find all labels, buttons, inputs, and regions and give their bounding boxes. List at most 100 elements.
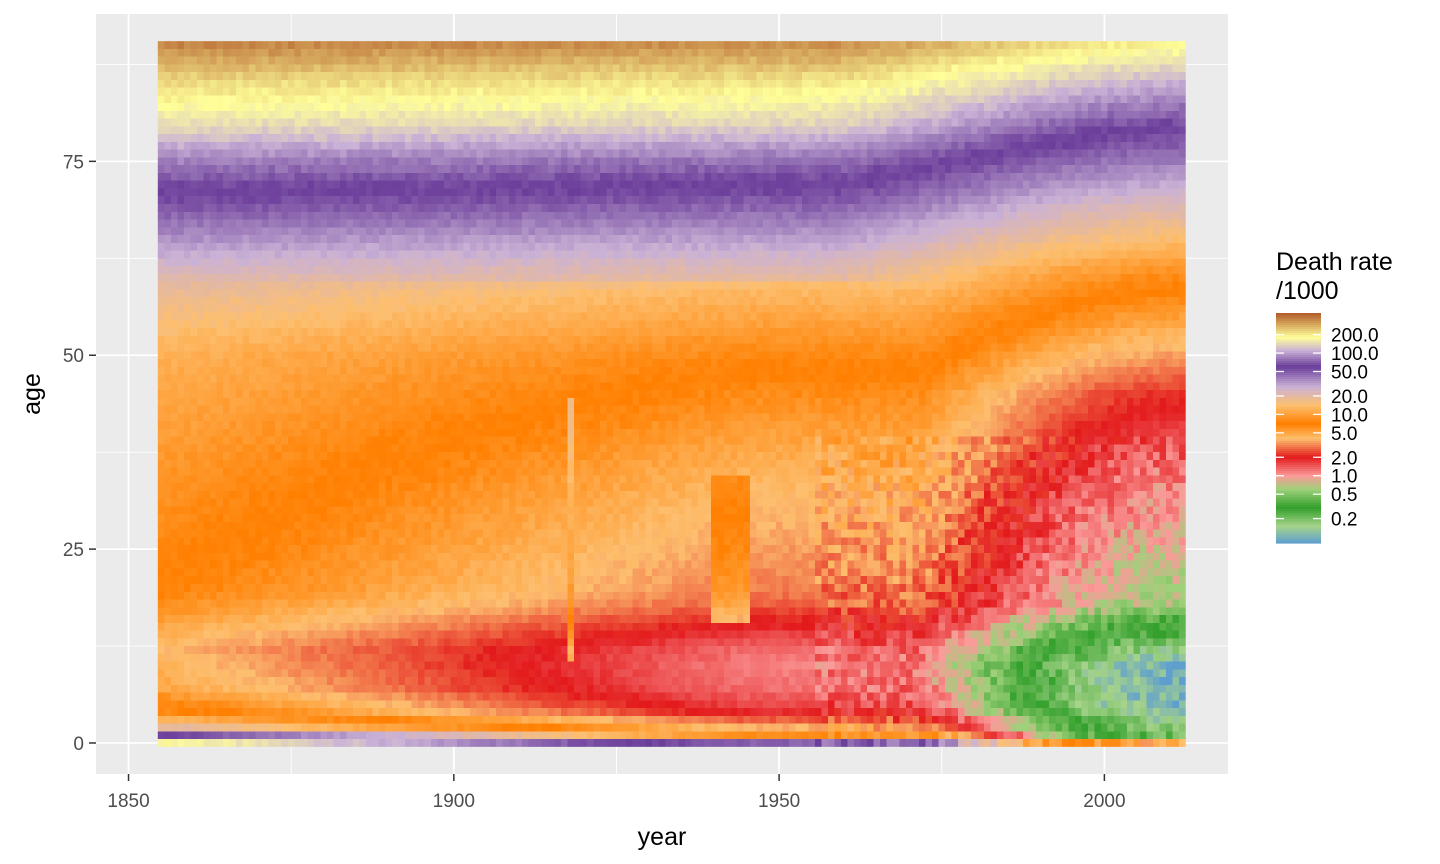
legend-bar-slice <box>1276 399 1321 402</box>
legend-bar-slice <box>1276 315 1321 318</box>
legend-bar-slice <box>1276 439 1321 442</box>
legend-bar-slice <box>1276 453 1321 456</box>
x-axis-title: year <box>638 823 687 851</box>
legend-bar-slice <box>1276 465 1321 468</box>
legend-bar-slice <box>1276 467 1321 470</box>
legend-bar-slice <box>1276 475 1321 478</box>
legend-bar-slice <box>1276 471 1321 474</box>
legend-bar-slice <box>1276 383 1321 386</box>
legend-title-line2: /1000 <box>1276 277 1339 305</box>
legend-bar-slice <box>1276 389 1321 392</box>
legend-bar-slice <box>1276 521 1321 524</box>
legend-bar-slice <box>1276 417 1321 420</box>
legend-label: 100.0 <box>1331 344 1379 365</box>
legend-bar-slice <box>1276 443 1321 446</box>
legend-bar-slice <box>1276 329 1321 332</box>
legend-bar-slice <box>1276 393 1321 396</box>
legend-bar-slice <box>1276 505 1321 508</box>
legend-bar-slice <box>1276 409 1321 412</box>
x-tick-label: 2000 <box>1083 791 1125 812</box>
legend-bar-slice <box>1276 341 1321 344</box>
x-tick-label: 1950 <box>758 791 800 812</box>
legend-bar-slice <box>1276 527 1321 530</box>
legend-bar-slice <box>1276 431 1321 434</box>
legend-bar-slice <box>1276 509 1321 512</box>
legend-bar-slice <box>1276 483 1321 486</box>
legend-bar-slice <box>1276 327 1321 330</box>
legend-label: 20.0 <box>1331 387 1368 408</box>
legend-bar-slice <box>1276 401 1321 404</box>
legend-bar-slice <box>1276 519 1321 522</box>
legend-bar-slice <box>1276 387 1321 390</box>
legend-bar-slice <box>1276 343 1321 346</box>
legend-bar-slice <box>1276 441 1321 444</box>
legend-bar-slice <box>1276 313 1321 316</box>
legend-bar-slice <box>1276 517 1321 520</box>
legend-bar-slice <box>1276 447 1321 450</box>
legend-label: 10.0 <box>1331 405 1368 426</box>
legend-bar-slice <box>1276 379 1321 382</box>
legend-bar-slice <box>1276 367 1321 370</box>
legend-bar-slice <box>1276 485 1321 488</box>
legend-bar-slice <box>1276 533 1321 536</box>
legend-bar-slice <box>1276 391 1321 394</box>
legend-bar-slice <box>1276 405 1321 408</box>
legend-label: 0.5 <box>1331 485 1357 506</box>
y-tick-label: 75 <box>63 152 84 173</box>
legend-bar-slice <box>1276 325 1321 328</box>
legend-label: 50.0 <box>1331 363 1368 384</box>
legend-bar-slice <box>1276 407 1321 410</box>
legend-bar-slice <box>1276 499 1321 502</box>
legend-bar-slice <box>1276 323 1321 326</box>
legend-bar-slice <box>1276 449 1321 452</box>
legend-bar-slice <box>1276 413 1321 416</box>
legend-bar-slice <box>1276 359 1321 362</box>
legend-bar-slice <box>1276 355 1321 358</box>
legend-bar-slice <box>1276 473 1321 476</box>
legend-bar-slice <box>1276 507 1321 510</box>
legend-bar-slice <box>1276 421 1321 424</box>
legend-title-line1: Death rate <box>1276 248 1393 276</box>
legend-bar-slice <box>1276 375 1321 378</box>
legend-colour-bar <box>1276 313 1321 544</box>
legend-bar-slice <box>1276 349 1321 352</box>
legend-bar-slice <box>1276 539 1321 542</box>
legend-bar-slice <box>1276 513 1321 516</box>
legend-bar-slice <box>1276 429 1321 432</box>
legend-bar-slice <box>1276 353 1321 356</box>
y-axis-title: age <box>18 373 46 415</box>
legend-bar-slice <box>1276 397 1321 400</box>
legend-bar-slice <box>1276 319 1321 322</box>
legend-bar-slice <box>1276 419 1321 422</box>
legend-bar-slice <box>1276 363 1321 366</box>
legend-bar-slice <box>1276 497 1321 500</box>
legend-bar-slice <box>1276 381 1321 384</box>
legend-bar-slice <box>1276 435 1321 438</box>
legend-bar-slice <box>1276 455 1321 458</box>
legend-bar-slice <box>1276 515 1321 518</box>
legend-bar-slice <box>1276 369 1321 372</box>
legend-bar-slice <box>1276 511 1321 514</box>
legend-bar-slice <box>1276 335 1321 338</box>
legend-bar-slice <box>1276 427 1321 430</box>
legend-bar-slice <box>1276 373 1321 376</box>
legend-bar-slice <box>1276 461 1321 464</box>
legend-bar-slice <box>1276 403 1321 406</box>
axes: 1850 1900 1950 2000 0 25 50 75 <box>63 152 1126 812</box>
legend-bar-slice <box>1276 345 1321 348</box>
legend-bar-slice <box>1276 489 1321 492</box>
legend-bar-slice <box>1276 479 1321 482</box>
legend-bar-slice <box>1276 457 1321 460</box>
legend-bar-slice <box>1276 331 1321 334</box>
legend-bar-slice <box>1276 541 1321 544</box>
legend-bar-slice <box>1276 415 1321 418</box>
legend-bar-slice <box>1276 425 1321 428</box>
legend-bar-slice <box>1276 537 1321 540</box>
legend-bar-slice <box>1276 491 1321 494</box>
legend-bar-slice <box>1276 529 1321 532</box>
x-tick-label: 1850 <box>107 791 149 812</box>
legend-bar-slice <box>1276 365 1321 368</box>
legend-bar-slice <box>1276 503 1321 506</box>
legend-bar-slice <box>1276 317 1321 320</box>
